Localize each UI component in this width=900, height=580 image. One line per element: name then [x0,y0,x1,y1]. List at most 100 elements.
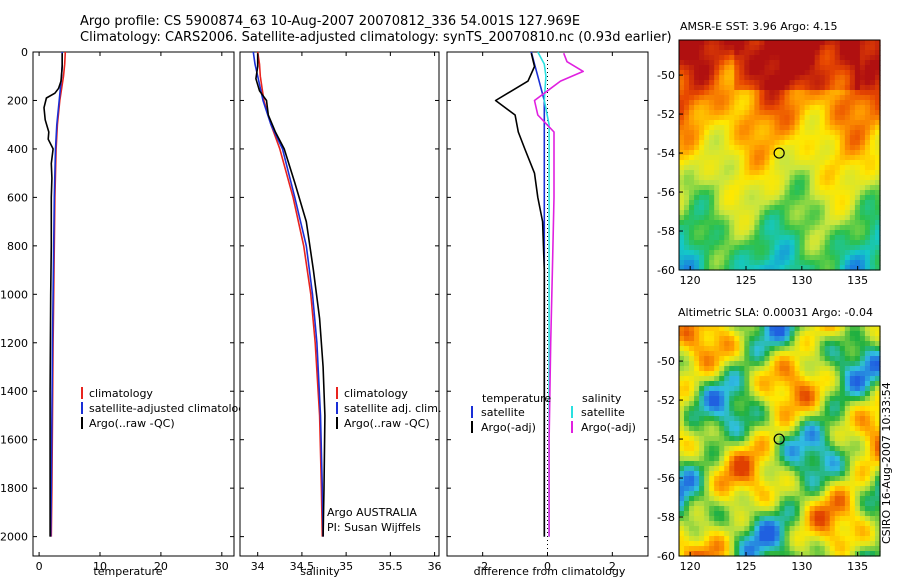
legend-label: Argo(-adj) [581,421,636,434]
map-cell [759,366,766,372]
map-cell [739,551,745,557]
map-cell [804,210,811,216]
map-cell [849,441,856,447]
map-cell [829,471,836,477]
map-cell [774,160,781,166]
map-cell [764,466,771,472]
map-cell [744,235,750,241]
map-cell [754,331,761,337]
map-cell [859,551,866,557]
map-cell [749,431,755,437]
map-cell [714,406,720,412]
map-cell [824,165,831,171]
map-cell [749,496,755,502]
map-cell [684,541,690,547]
map-cell [754,85,761,91]
map-cell [834,431,841,437]
map-cell [789,240,796,246]
map-cell [809,526,816,532]
map-cell [694,60,700,66]
map-cell [764,210,771,216]
map-cell [849,140,856,146]
map-cell [764,346,771,352]
map-cell [849,60,856,66]
map-cell [849,426,856,432]
map-cell [769,381,776,387]
map-cell [759,461,766,467]
map-cell [864,471,871,477]
map-cell [744,255,750,261]
map-cell [834,521,841,527]
map-cell [684,496,690,502]
map-cell [764,150,771,156]
map-cell [719,70,725,76]
map-cell [774,471,781,477]
y-tick-label: -50 [657,355,675,368]
map-cell [699,185,705,191]
map-cell [859,451,866,457]
map-cell [834,346,841,352]
map-cell [709,396,715,402]
map-cell [864,85,871,91]
map-cell [869,331,876,337]
map-cell [844,511,851,517]
map-cell [794,180,801,186]
map-cell [689,180,695,186]
map-cell [699,60,705,66]
map-cell [819,546,826,552]
map-cell [874,90,881,96]
map-cell [839,341,846,347]
map-cell [684,180,690,186]
map-cell [719,536,725,542]
map-cell [759,531,766,537]
map-cell [729,546,735,552]
map-cell [799,341,806,347]
map-cell [714,75,720,81]
map-cell [714,506,720,512]
map-cell [774,245,781,251]
map-cell [694,511,700,517]
map-cell [739,426,745,432]
map-cell [869,50,876,56]
map-cell [694,461,700,467]
map-cell [844,541,851,547]
map-cell [859,481,866,487]
map-cell [839,140,846,146]
map-cell [849,336,856,342]
map-cell [844,346,851,352]
map-cell [839,461,846,467]
map-cell [694,476,700,482]
map-cell [714,501,720,507]
map-cell [729,120,735,126]
map-cell [759,336,766,342]
map-cell [739,446,745,452]
map-cell [809,476,816,482]
map-cell [774,255,781,261]
map-cell [774,421,781,427]
x-axis-label: difference from climatology [474,565,626,578]
map-cell [859,95,866,101]
map-cell [824,65,831,71]
map-cell [759,75,766,81]
map-cell [844,466,851,472]
map-cell [714,456,720,462]
map-cell [824,416,831,422]
map-cell [719,225,725,231]
map-cell [834,501,841,507]
map-cell [779,95,786,101]
map-cell [714,431,720,437]
map-cell [764,411,771,417]
map-cell [709,125,715,131]
map-cell [759,386,766,392]
map-cell [804,130,811,136]
map-cell [704,170,710,176]
map-cell [829,381,836,387]
map-cell [704,105,710,111]
map-cell [769,331,776,337]
map-cell [769,85,776,91]
map-cell [839,240,846,246]
map-cell [734,411,740,417]
map-cell [734,431,740,437]
map-cell [709,215,715,221]
map-cell [844,160,851,166]
